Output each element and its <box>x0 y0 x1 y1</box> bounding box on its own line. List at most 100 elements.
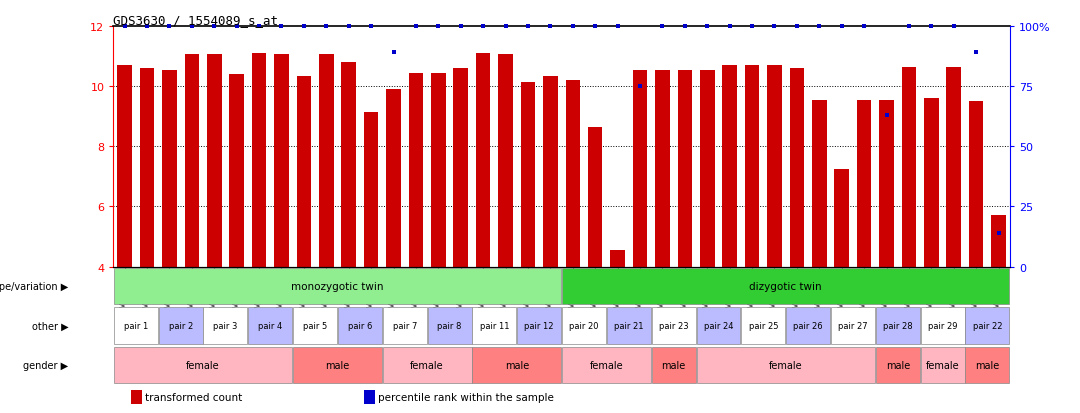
Text: pair 12: pair 12 <box>525 321 554 330</box>
Bar <box>476 54 490 267</box>
Text: female: female <box>590 360 623 370</box>
Text: male: male <box>662 360 686 370</box>
Bar <box>745 66 759 267</box>
Text: female: female <box>186 360 220 370</box>
Bar <box>789 69 805 267</box>
Bar <box>741 308 785 344</box>
Text: pair 2: pair 2 <box>168 321 192 330</box>
Text: male: male <box>504 360 529 370</box>
Bar <box>364 112 378 267</box>
Bar <box>902 67 916 267</box>
Bar <box>946 67 961 267</box>
Bar <box>293 347 382 383</box>
Bar <box>139 69 154 267</box>
Text: GDS3630 / 1554089_s_at: GDS3630 / 1554089_s_at <box>113 14 279 27</box>
Text: dizygotic twin: dizygotic twin <box>750 282 822 292</box>
Bar <box>566 81 580 267</box>
Bar <box>364 390 375 404</box>
Bar <box>203 308 247 344</box>
Bar <box>521 82 536 267</box>
Text: pair 20: pair 20 <box>569 321 598 330</box>
Bar <box>293 308 337 344</box>
Text: pair 23: pair 23 <box>659 321 688 330</box>
Bar <box>162 70 177 267</box>
Bar <box>677 70 692 267</box>
Text: male: male <box>975 360 999 370</box>
Bar <box>607 308 651 344</box>
Text: female: female <box>769 360 802 370</box>
Bar <box>113 347 293 383</box>
Text: transformed count: transformed count <box>145 392 242 402</box>
Text: monozygotic twin: monozygotic twin <box>292 282 383 292</box>
Bar <box>562 308 606 344</box>
Bar <box>428 308 472 344</box>
Bar <box>562 268 1010 305</box>
Bar <box>248 308 293 344</box>
Text: pair 5: pair 5 <box>303 321 327 330</box>
Bar <box>700 70 715 267</box>
Text: pair 28: pair 28 <box>883 321 913 330</box>
Bar <box>876 347 920 383</box>
Text: pair 3: pair 3 <box>213 321 238 330</box>
Bar <box>297 76 311 267</box>
Bar <box>966 308 1010 344</box>
Bar <box>656 70 670 267</box>
Bar <box>229 75 244 267</box>
Bar <box>472 347 562 383</box>
Text: pair 24: pair 24 <box>704 321 733 330</box>
Bar <box>382 308 427 344</box>
Bar <box>651 308 696 344</box>
Bar <box>831 308 875 344</box>
Bar <box>543 76 557 267</box>
Bar <box>472 308 516 344</box>
Bar <box>924 99 939 267</box>
Bar <box>651 347 696 383</box>
Bar <box>723 66 737 267</box>
Bar <box>517 308 562 344</box>
Bar <box>835 169 849 267</box>
Text: pair 22: pair 22 <box>973 321 1002 330</box>
Bar <box>408 74 423 267</box>
Text: pair 26: pair 26 <box>794 321 823 330</box>
Bar <box>920 308 964 344</box>
Bar <box>498 55 513 267</box>
Text: pair 1: pair 1 <box>124 321 148 330</box>
Bar <box>274 55 288 267</box>
Bar <box>697 347 875 383</box>
Text: pair 7: pair 7 <box>392 321 417 330</box>
Bar <box>920 347 964 383</box>
Bar <box>562 347 651 383</box>
Bar <box>969 102 984 267</box>
Bar <box>786 308 831 344</box>
Bar <box>454 69 468 267</box>
Text: percentile rank within the sample: percentile rank within the sample <box>378 392 554 402</box>
Text: pair 4: pair 4 <box>258 321 282 330</box>
Bar <box>633 70 647 267</box>
Bar <box>319 55 334 267</box>
Text: pair 11: pair 11 <box>480 321 509 330</box>
Bar <box>387 90 401 267</box>
Bar <box>113 268 562 305</box>
Text: pair 25: pair 25 <box>748 321 778 330</box>
Bar <box>185 55 199 267</box>
Text: pair 6: pair 6 <box>348 321 373 330</box>
Bar <box>610 250 625 267</box>
Bar <box>876 308 920 344</box>
Bar <box>966 347 1010 383</box>
Bar <box>118 66 132 267</box>
Bar <box>697 308 741 344</box>
Bar <box>431 74 446 267</box>
Bar <box>341 63 356 267</box>
Bar <box>338 308 382 344</box>
Bar <box>252 54 267 267</box>
Text: other ▶: other ▶ <box>32 321 68 331</box>
Bar <box>856 100 872 267</box>
Bar <box>113 308 158 344</box>
Text: pair 27: pair 27 <box>838 321 867 330</box>
Text: pair 29: pair 29 <box>928 321 957 330</box>
Bar <box>132 390 143 404</box>
Text: genotype/variation ▶: genotype/variation ▶ <box>0 282 68 292</box>
Bar <box>812 100 826 267</box>
Text: female: female <box>410 360 444 370</box>
Text: pair 8: pair 8 <box>437 321 462 330</box>
